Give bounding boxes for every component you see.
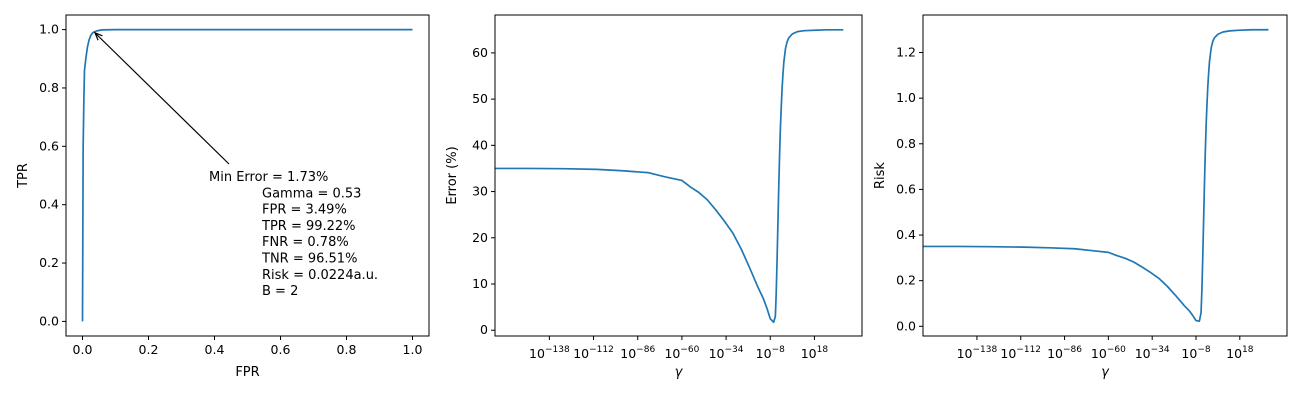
y-tick-label: 0.8 bbox=[39, 80, 59, 95]
annotation-text: Min Error = 1.73% bbox=[209, 170, 328, 185]
axes-frame bbox=[922, 14, 1288, 337]
y-tick-label: 0 bbox=[480, 322, 488, 337]
chart-panel-2: 0 10 20 30 40 50 60 10−138 10−112 10−86 10−60 10−34… bbox=[445, 14, 863, 380]
x-tick-label: 10−60 bbox=[1091, 345, 1126, 361]
x-tick-label: 0.6 bbox=[271, 342, 291, 357]
x-tick-label: 10−86 bbox=[620, 345, 655, 361]
x-tick-label: 10−8 bbox=[756, 345, 785, 361]
annotation-text: TPR = 99.22% bbox=[261, 219, 356, 234]
y-tick-label: 0.0 bbox=[39, 313, 59, 328]
series-line-1 bbox=[495, 28, 844, 324]
y-tick-label: 0.4 bbox=[39, 197, 59, 212]
y-tick-label: 60 bbox=[472, 45, 488, 60]
y-axis-label: Error (%) bbox=[445, 146, 460, 204]
x-tick-label: 0.0 bbox=[73, 342, 93, 357]
x-tick-label: 10−112 bbox=[573, 345, 614, 361]
x-axis-label: γ bbox=[1101, 365, 1110, 380]
x-tick-label: 0.4 bbox=[205, 342, 225, 357]
y-tick-label: 0.2 bbox=[896, 273, 916, 288]
annotation-text: FPR = 3.49% bbox=[262, 203, 347, 218]
y-tick-label: 0.6 bbox=[39, 138, 59, 153]
x-tick-label: 10−112 bbox=[1000, 345, 1041, 361]
chart-panel-1: 0.0 0.2 0.4 0.6 0.8 1.0 0.0 0.2 0.4 0.6 0.8 1.0 FPR T… bbox=[16, 14, 430, 380]
annotation-text: Gamma = 0.53 bbox=[262, 186, 361, 201]
chart-panel-3: 0.0 0.2 0.4 0.6 0.8 1.0 1.2 10−138 10−112 10−86 10… bbox=[873, 14, 1288, 380]
annotation-text: TNR = 96.51% bbox=[261, 252, 357, 267]
annotation-text: Risk = 0.0224a.u. bbox=[262, 268, 378, 283]
y-tick-label: 50 bbox=[472, 91, 488, 106]
x-tick-label: 10−8 bbox=[1181, 345, 1210, 361]
annotation-arrow bbox=[95, 33, 230, 165]
x-axis-label: γ bbox=[675, 365, 684, 380]
x-tick-label: 1.0 bbox=[403, 342, 423, 357]
y-tick-label: 30 bbox=[472, 184, 488, 199]
x-tick-label: 10−138 bbox=[529, 345, 570, 361]
annotation-arrowhead bbox=[93, 31, 103, 41]
y-axis-label: Risk bbox=[873, 162, 888, 189]
series-line-1 bbox=[81, 28, 413, 322]
y-tick-label: 40 bbox=[472, 137, 488, 152]
x-tick-label: 1018 bbox=[1226, 345, 1254, 361]
x-tick-label: 0.2 bbox=[139, 342, 159, 357]
y-tick-label: 1.0 bbox=[896, 90, 916, 105]
y-tick-label: 1.0 bbox=[39, 22, 59, 37]
axes-frame bbox=[494, 14, 863, 337]
axes-frame bbox=[65, 14, 430, 337]
y-tick-label: 0.4 bbox=[896, 227, 916, 242]
x-tick-label: 0.8 bbox=[337, 342, 357, 357]
x-tick-label: 10−60 bbox=[664, 345, 699, 361]
annotation-text: B = 2 bbox=[262, 284, 298, 299]
annotation-text: FNR = 0.78% bbox=[262, 235, 349, 250]
x-tick-label: 1018 bbox=[801, 345, 829, 361]
y-tick-label: 20 bbox=[472, 230, 488, 245]
y-tick-label: 0.6 bbox=[896, 181, 916, 196]
y-tick-label: 10 bbox=[472, 276, 488, 291]
x-tick-label: 10−138 bbox=[957, 345, 998, 361]
y-tick-label: 1.2 bbox=[896, 45, 916, 60]
y-tick-label: 0.8 bbox=[896, 136, 916, 151]
x-axis-label: FPR bbox=[235, 365, 259, 380]
x-tick-label: 10−86 bbox=[1047, 345, 1082, 361]
x-tick-label: 10−34 bbox=[709, 345, 744, 361]
series-line-1 bbox=[923, 28, 1269, 323]
y-tick-label: 0.2 bbox=[39, 255, 59, 270]
y-axis-label: TPR bbox=[16, 163, 31, 189]
x-tick-label: 10−34 bbox=[1135, 345, 1170, 361]
y-tick-label: 0.0 bbox=[896, 318, 916, 333]
